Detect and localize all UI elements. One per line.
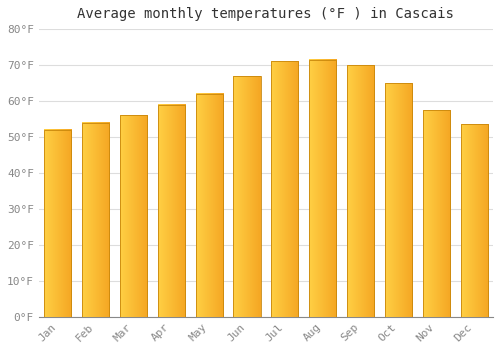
Bar [422,110,450,317]
Bar [120,116,147,317]
Bar [271,62,298,317]
Bar [234,76,260,317]
Bar [460,124,488,317]
Bar [347,65,374,317]
Bar [158,105,185,317]
Bar [196,94,223,317]
Title: Average monthly temperatures (°F ) in Cascais: Average monthly temperatures (°F ) in Ca… [78,7,454,21]
Bar [44,130,72,317]
Bar [309,60,336,317]
Bar [82,122,109,317]
Bar [385,83,412,317]
